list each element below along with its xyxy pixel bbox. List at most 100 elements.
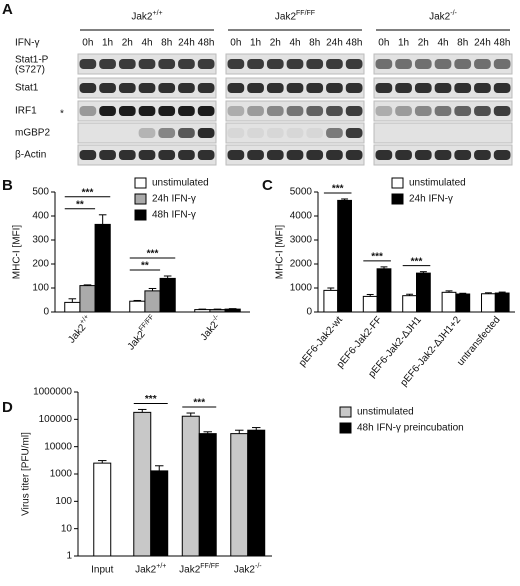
legend-swatch — [391, 193, 404, 205]
blot-band — [474, 106, 491, 116]
bar — [181, 415, 200, 557]
panel-label: B — [2, 177, 13, 194]
blot-band — [79, 59, 97, 69]
bar — [133, 411, 152, 557]
blot-band — [395, 106, 412, 116]
timepoint: 1h — [398, 38, 409, 49]
blot-band — [286, 83, 304, 93]
group-label: Jak2FF/FF — [275, 10, 315, 22]
blot-band — [138, 106, 156, 116]
blot-band — [247, 106, 264, 116]
blot-band — [306, 59, 324, 69]
blot-band — [247, 59, 264, 69]
blot-band — [178, 59, 195, 69]
y-axis-title: Virus titer [PFU/ml] — [21, 432, 32, 516]
blot-band — [158, 150, 176, 160]
timepoint: 48h — [494, 38, 511, 49]
blot-band — [345, 106, 363, 116]
y-tick-label: 100 — [55, 496, 72, 507]
row-label: β-Actin — [15, 150, 46, 161]
bar — [64, 301, 81, 313]
significance-label: *** — [371, 252, 383, 263]
blot-band — [79, 150, 97, 160]
blot-band — [197, 128, 215, 138]
legend-label: 24h IFN-γ — [409, 194, 453, 205]
panel-label: C — [262, 177, 273, 194]
blot-band — [493, 59, 511, 69]
bar — [376, 268, 392, 313]
blot-band — [197, 83, 215, 93]
blot-band — [118, 106, 136, 116]
blot-band — [247, 83, 264, 93]
significance-label: ** — [76, 199, 84, 210]
blot-band — [178, 150, 195, 160]
bar — [159, 277, 176, 313]
blot-band — [493, 83, 511, 93]
blot-band — [118, 59, 136, 69]
blot-band — [434, 106, 452, 116]
legend-label: 24h IFN-γ — [152, 194, 196, 205]
significance-label: *** — [147, 249, 159, 260]
group-label: Jak2+/+ — [131, 10, 162, 22]
blot-band — [375, 59, 393, 69]
blot-band — [178, 128, 195, 138]
y-tick-label: 5000 — [290, 187, 313, 198]
blot-band — [99, 59, 116, 69]
x-tick-label: Jak2FF/FF — [125, 314, 160, 353]
y-tick-label: 1000000 — [33, 387, 72, 398]
bar — [129, 300, 146, 313]
blot-band — [197, 150, 215, 160]
row-label: Stat1-P — [15, 55, 49, 66]
blot-band — [375, 83, 393, 93]
blot-band — [227, 128, 245, 138]
timepoint: 2h — [418, 38, 429, 49]
row-label: mGBP2 — [15, 128, 50, 139]
blot-band — [266, 59, 284, 69]
y-tick-label: 0 — [306, 307, 312, 318]
legend-swatch — [134, 209, 147, 221]
legend-label: 48h IFN-γ preincubation — [357, 423, 464, 434]
blot-band — [326, 128, 343, 138]
blot-band — [99, 150, 116, 160]
blot-band — [434, 150, 452, 160]
timepoint: 1h — [102, 38, 113, 49]
blot-band — [434, 83, 452, 93]
y-tick-label: 0 — [43, 307, 49, 318]
bar — [94, 223, 111, 313]
bar — [79, 285, 96, 313]
blot-band — [286, 106, 304, 116]
blot-band — [474, 83, 491, 93]
blot-band — [375, 106, 393, 116]
timepoint: 24h — [326, 38, 343, 49]
timepoint: 1h — [250, 38, 261, 49]
significance-label: *** — [82, 187, 94, 198]
blot-band — [454, 106, 472, 116]
y-tick-label: 10 — [61, 523, 73, 534]
blot-band — [414, 83, 432, 93]
bar — [224, 308, 241, 313]
blot-band — [99, 106, 116, 116]
legend-label: unstimulated — [152, 178, 209, 189]
legend-label: unstimulated — [357, 407, 414, 418]
blot-band — [474, 59, 491, 69]
legend-swatch — [391, 177, 404, 189]
blot-band — [138, 83, 156, 93]
bar — [455, 293, 471, 313]
legend-label: unstimulated — [409, 178, 466, 189]
blot-band — [227, 83, 245, 93]
blot-band — [454, 83, 472, 93]
blot-band — [454, 59, 472, 69]
legend-swatch — [339, 406, 352, 418]
blot-band — [227, 106, 245, 116]
significance-label: *** — [411, 256, 423, 267]
blot-band — [454, 150, 472, 160]
blot-band — [227, 150, 245, 160]
blot-band — [345, 83, 363, 93]
timepoint: 8h — [457, 38, 468, 49]
timepoint: 4h — [437, 38, 448, 49]
y-tick-label: 1000 — [290, 283, 313, 294]
blot-band — [306, 150, 324, 160]
blot-band — [158, 59, 176, 69]
blot-band — [395, 59, 412, 69]
